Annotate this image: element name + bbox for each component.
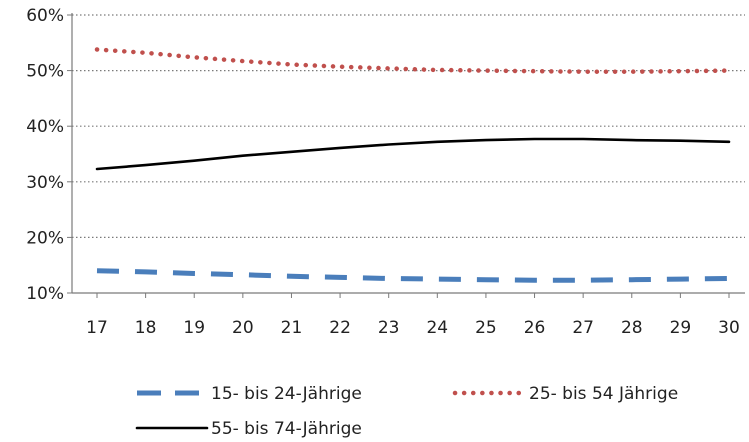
x-tick-label: 20 [232,318,254,338]
x-tick-label: 24 [426,318,448,338]
series-line-2 [94,47,732,74]
x-axis-labels: 17 18 19 20 21 22 23 24 25 26 27 28 29 30 [86,318,740,338]
y-tick-label: 30% [26,173,64,193]
y-tick-label: 10% [26,284,64,304]
x-tick-label: 27 [572,318,594,338]
legend: 15- bis 24-Jährige 25- bis 54 Jährige 55- … [135,384,678,439]
x-tick-label: 23 [378,318,400,338]
x-tick-label: 30 [718,318,740,338]
series-line-1 [96,268,730,283]
x-tick-label: 18 [135,318,157,338]
series-line-3 [95,137,731,171]
x-tick-label: 21 [281,318,303,338]
x-tick-label: 25 [475,318,497,338]
x-tick-label: 28 [621,318,643,338]
axes [67,13,745,298]
x-tick-label: 19 [183,318,205,338]
legend-label-1: 15- bis 24-Jährige [211,384,362,404]
y-tick-label: 50% [26,62,64,82]
y-tick-label: 20% [26,228,64,248]
legend-label-3: 55- bis 74-Jährige [211,419,362,439]
gridlines [72,14,745,238]
x-tick-label: 26 [524,318,546,338]
x-tick-label: 17 [86,318,108,338]
y-tick-label: 40% [26,117,64,137]
series-lines [94,47,732,283]
x-tick-label: 29 [670,318,692,338]
legend-label-2: 25- bis 54 Jährige [529,384,678,404]
y-tick-label: 60% [26,6,64,26]
x-tick-label: 22 [329,318,351,338]
y-axis-labels: 10% 20% 30% 40% 50% 60% [26,6,64,304]
